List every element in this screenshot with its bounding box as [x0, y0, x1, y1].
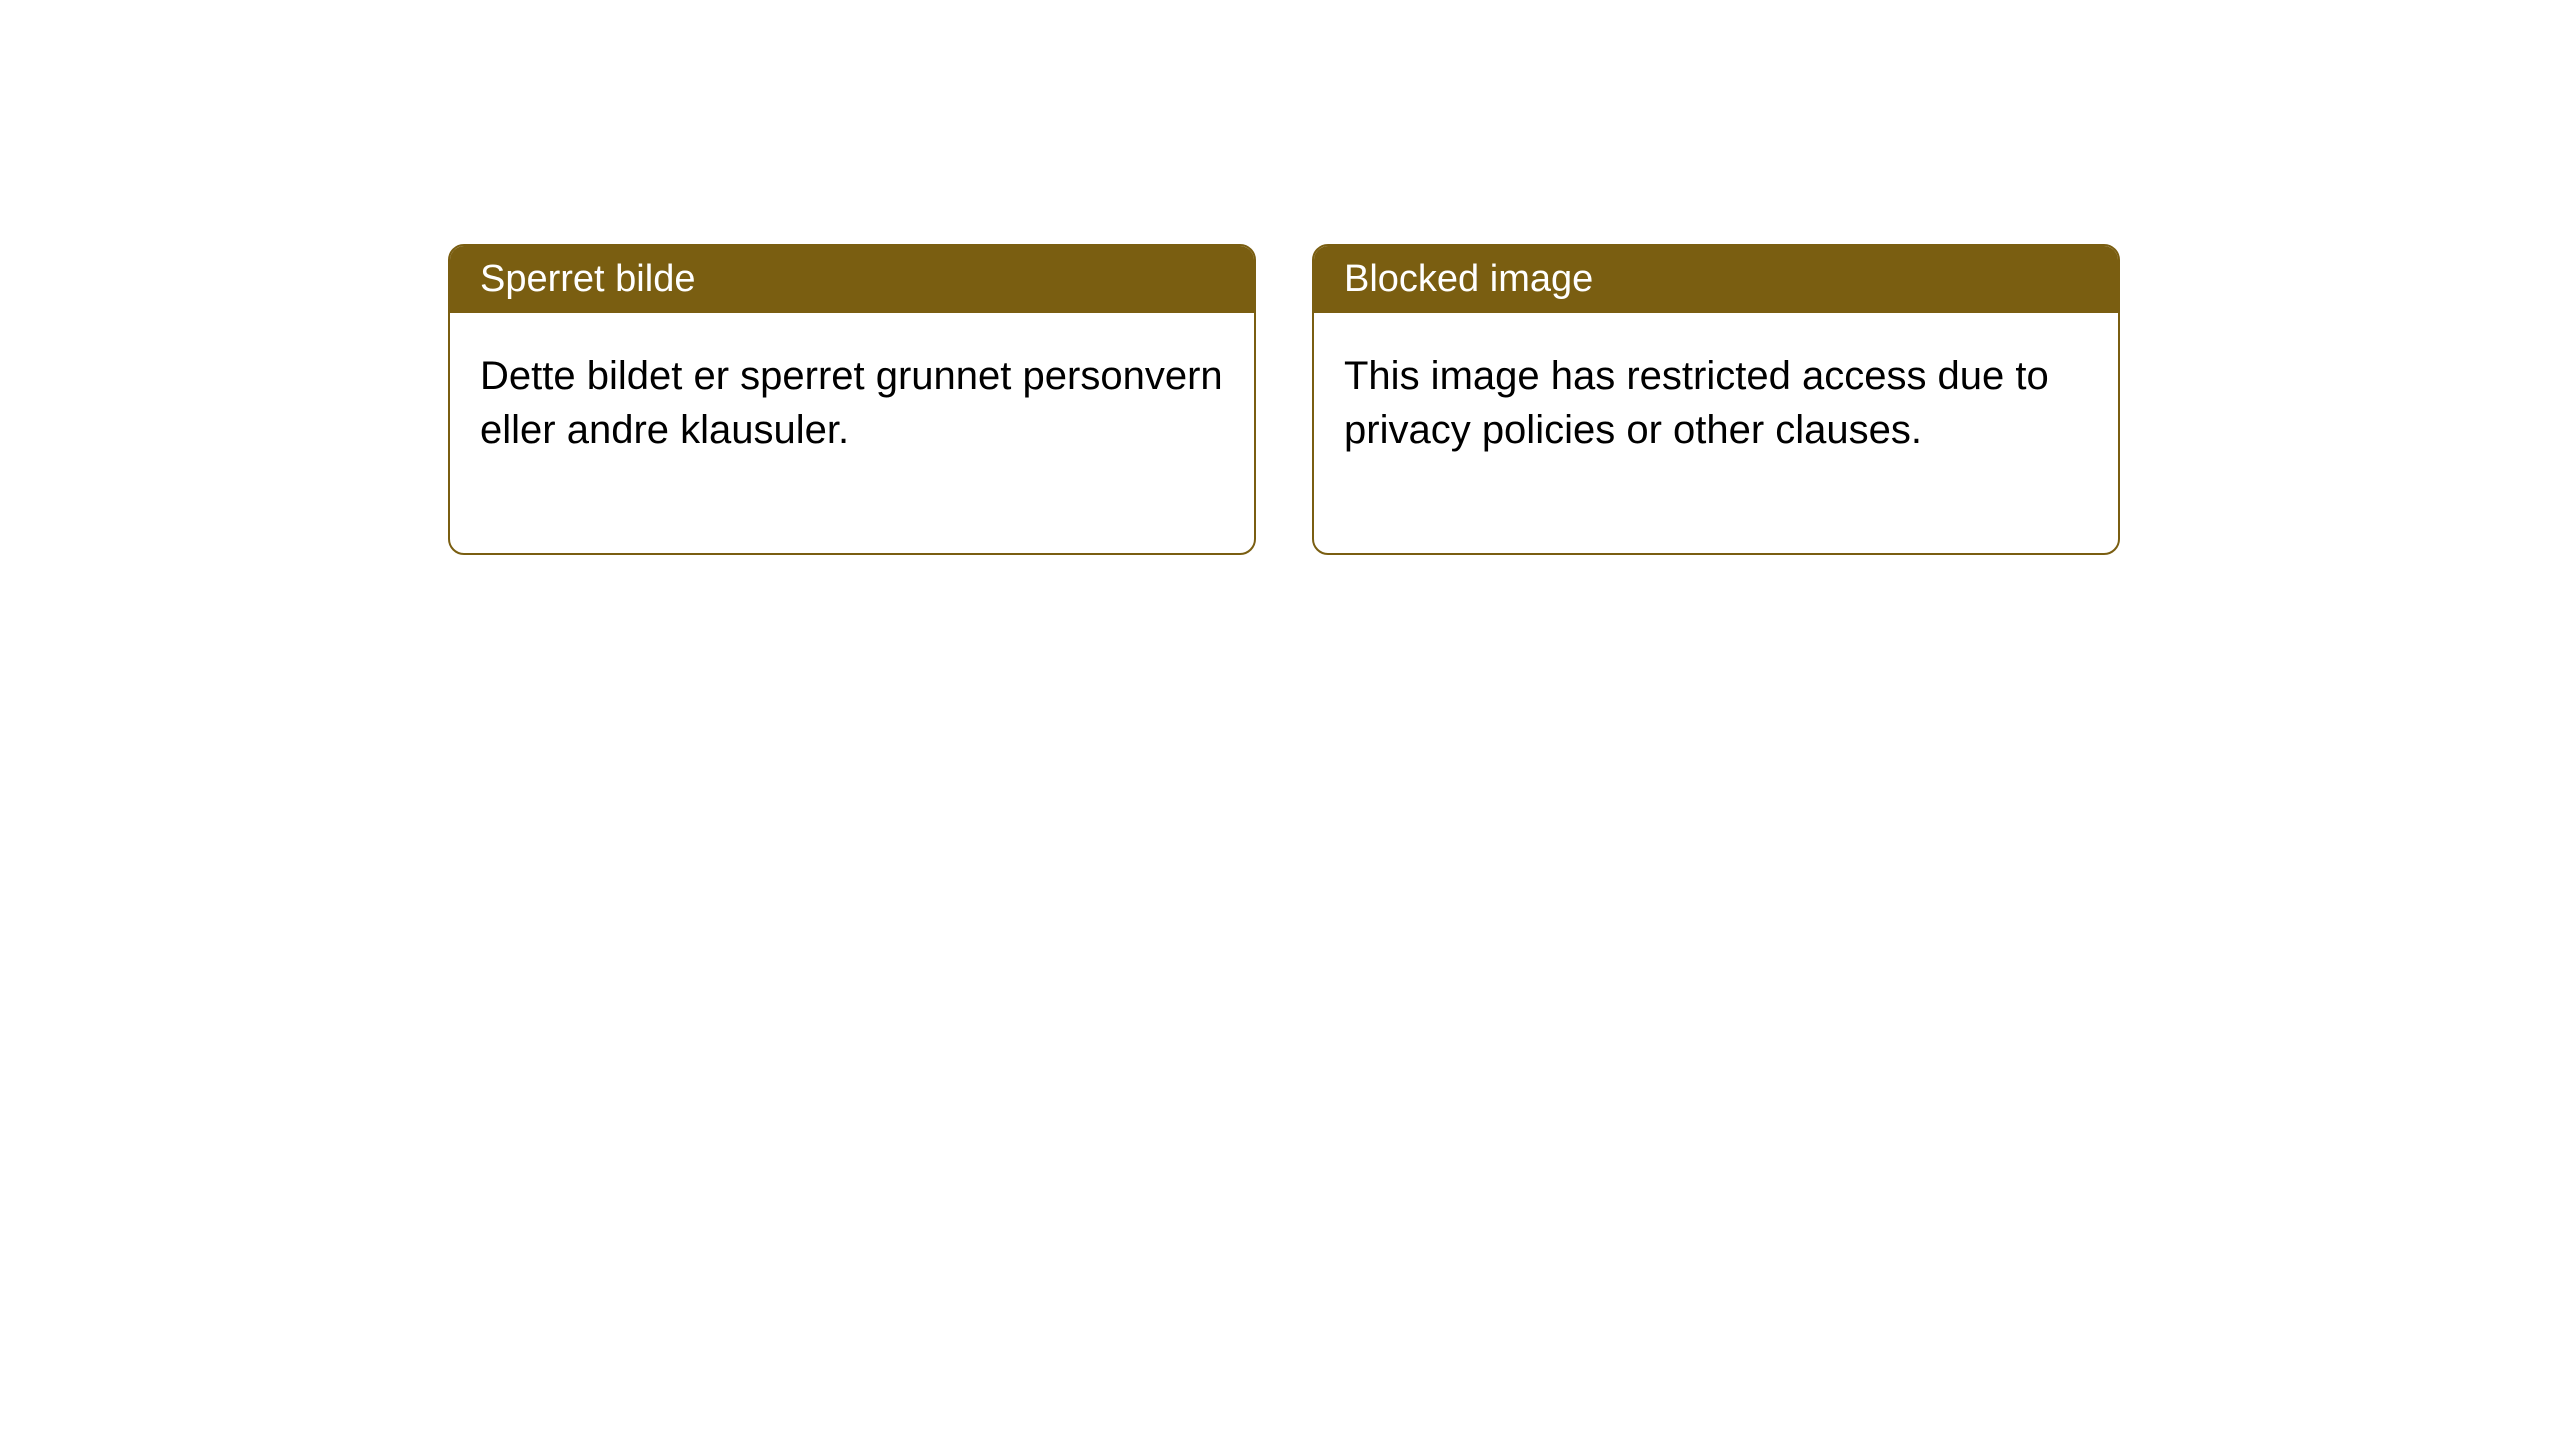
notice-title-norwegian: Sperret bilde — [480, 258, 695, 300]
notice-text-norwegian: Dette bildet er sperret grunnet personve… — [480, 354, 1223, 452]
notice-header-norwegian: Sperret bilde — [450, 246, 1254, 313]
notice-box-english: Blocked image This image has restricted … — [1312, 244, 2120, 555]
notice-text-english: This image has restricted access due to … — [1344, 354, 2049, 452]
notice-body-english: This image has restricted access due to … — [1314, 313, 2118, 553]
notice-title-english: Blocked image — [1344, 258, 1593, 300]
notice-box-norwegian: Sperret bilde Dette bildet er sperret gr… — [448, 244, 1256, 555]
notice-header-english: Blocked image — [1314, 246, 2118, 313]
notice-container: Sperret bilde Dette bildet er sperret gr… — [448, 244, 2120, 555]
notice-body-norwegian: Dette bildet er sperret grunnet personve… — [450, 313, 1254, 553]
